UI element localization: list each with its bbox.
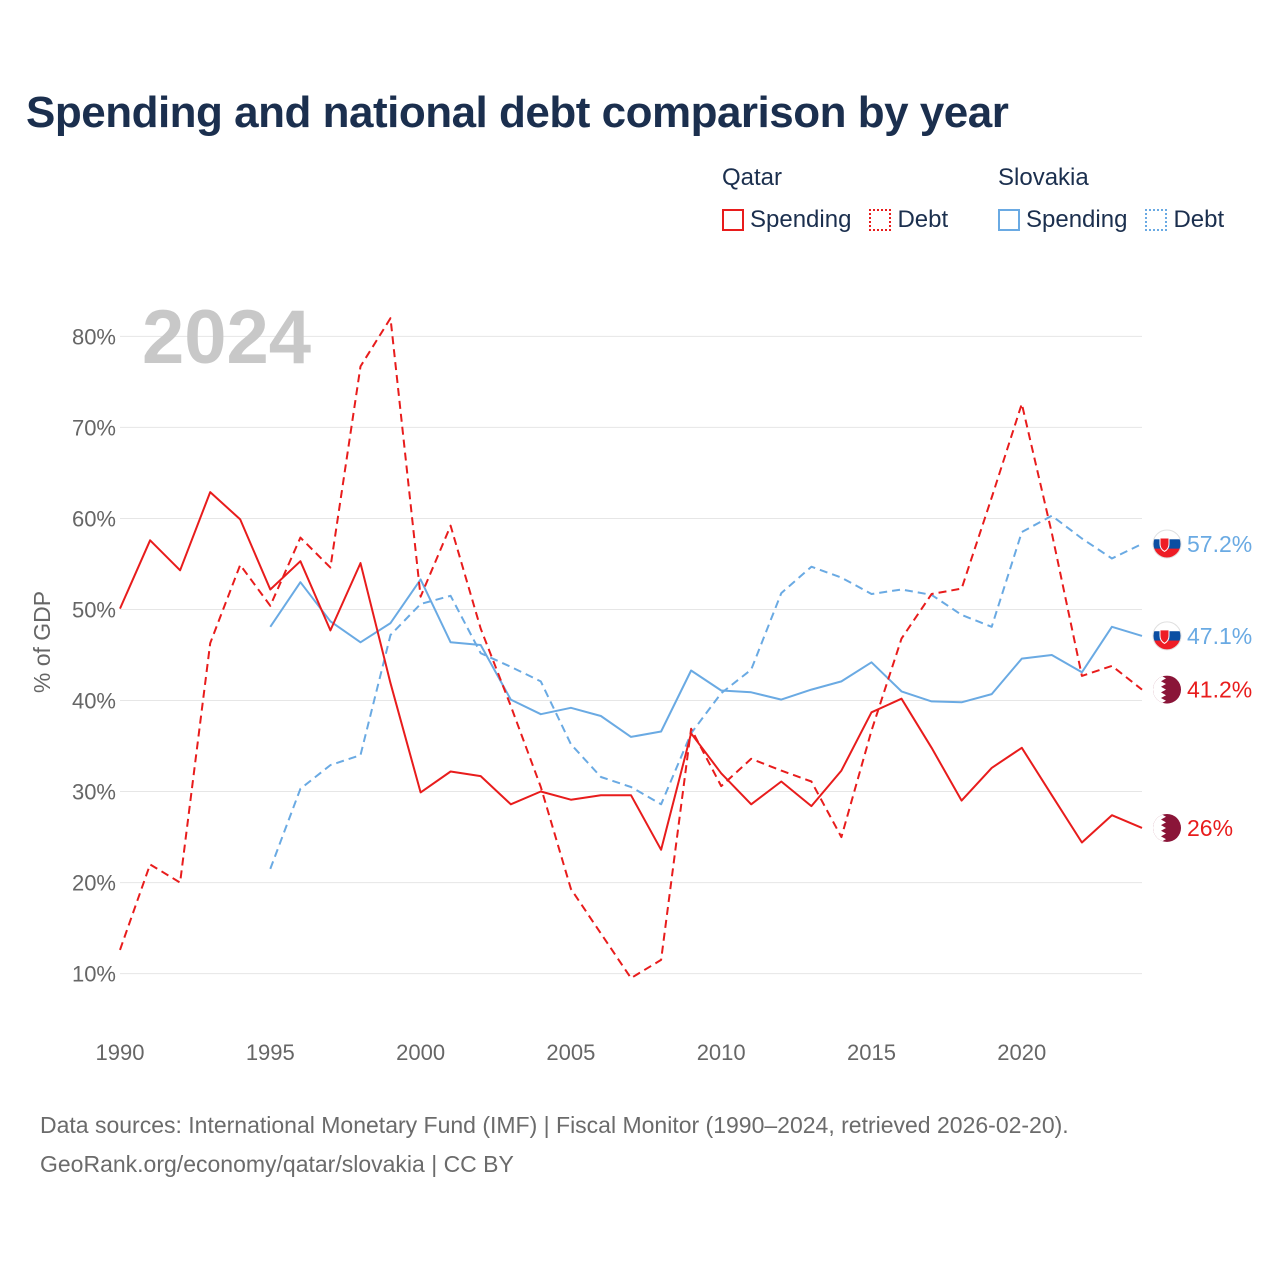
flag-fields [1153,813,1181,842]
flag-white-serrated-band [1153,675,1166,704]
y-tick-label: 80% [72,324,116,349]
legend-label: Spending [1026,206,1128,233]
y-tick-label: 50% [72,597,116,622]
x-tick-label: 1995 [246,1040,295,1065]
attribution-line: GeoRank.org/economy/qatar/slovakia | CC … [40,1151,514,1177]
y-tick-label: 10% [72,962,116,987]
chart-title: Spending and national debt comparison by… [26,88,1009,137]
flag-fields [1153,675,1181,704]
legend-qatar: Qatar Spending Debt [722,162,966,236]
legend-label: Debt [1173,206,1225,233]
flag-coat-of-arms [1159,537,1170,553]
series-line-qatar-debt [119,317,1143,980]
series-line-qatar-spending [119,491,1143,851]
end-marker-slovakia [1152,529,1182,559]
y-tick-label: 40% [72,689,116,714]
legend-swatch-solid [722,209,744,231]
end-value-label: 41.2% [1187,677,1252,703]
flag-white-serrated-band [1153,813,1166,842]
flag-stripe-red [1153,548,1181,558]
x-tick-label: 2020 [997,1040,1046,1065]
flag-stripe-red [1153,640,1181,650]
flag-coat-of-arms [1159,629,1170,644]
flag-stripe-white [1153,621,1181,632]
flag-stripe-white [1153,529,1181,540]
flag-stripes [1153,529,1181,558]
end-value-label: 26% [1187,815,1233,841]
series-line-slovakia-spending [269,578,1143,738]
end-marker-qatar [1153,675,1181,704]
legend-label: Spending [750,206,852,233]
x-tick-label: 2010 [697,1040,746,1065]
x-tick-label: 2005 [546,1040,595,1065]
x-tick-label: 1990 [96,1040,145,1065]
end-marker-slovakia [1152,621,1182,651]
x-tick-label: 2015 [847,1040,896,1065]
y-tick-label: 30% [72,780,116,805]
legend-item-slovakia-spending[interactable]: Spending [998,206,1127,234]
flag-outline [1152,621,1182,651]
y-axis-title: % of GDP [29,591,55,693]
year-label: 2024 [142,295,311,380]
legend-item-slovakia-debt[interactable]: Debt [1145,206,1224,234]
legend-label: Debt [897,206,949,233]
x-tick-label: 2000 [396,1040,445,1065]
flag-stripes [1153,621,1181,650]
end-value-label: 57.2% [1187,531,1252,557]
y-tick-label: 70% [72,415,116,440]
end-value-label: 47.1% [1187,623,1252,649]
flag-outline [1152,529,1182,559]
y-tick-label: 20% [72,871,116,896]
series-line-slovakia-debt [269,514,1143,870]
source-note: Data sources: International Monetary Fun… [40,1106,1069,1184]
y-tick-label: 60% [72,506,116,531]
end-marker-qatar [1153,813,1181,842]
legend-slovakia: Slovakia Spending Debt [998,162,1224,236]
legend-item-qatar-debt[interactable]: Debt [869,206,948,234]
legend-swatch-solid [998,209,1020,231]
legend-swatch-dotted [869,209,892,231]
legend-country-slovakia: Slovakia [998,164,1089,191]
legend-item-qatar-spending[interactable]: Spending [722,206,851,234]
legend-country-qatar: Qatar [722,164,783,191]
legend-swatch-dotted [1145,209,1168,231]
source-line: Data sources: International Monetary Fun… [40,1112,1069,1138]
